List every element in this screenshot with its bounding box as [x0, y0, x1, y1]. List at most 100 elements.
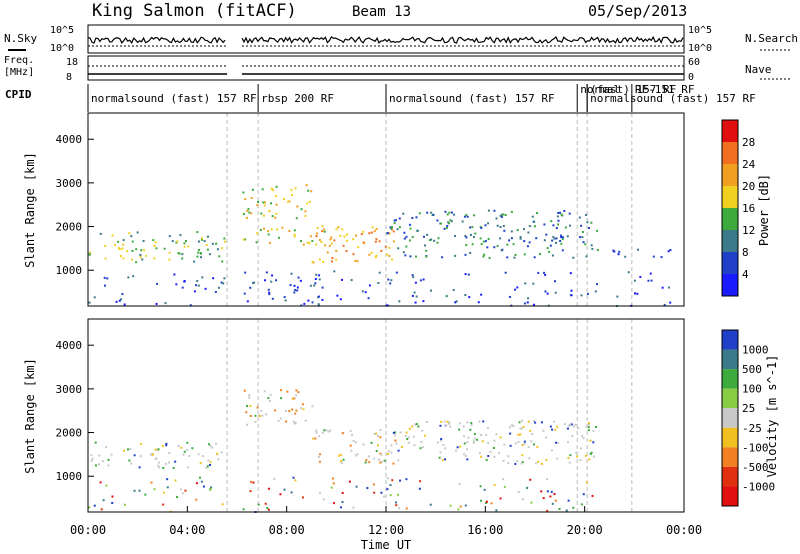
scatter-point [293, 397, 296, 400]
scatter-point [668, 286, 671, 289]
scatter-point [394, 431, 397, 434]
scatter-point [471, 243, 474, 246]
scatter-point [352, 439, 355, 442]
scatter-point [279, 417, 282, 420]
scatter-point [286, 390, 289, 393]
scatter-point [122, 239, 125, 242]
scatter-point [186, 441, 189, 444]
scatter-point [328, 244, 331, 247]
freq-left-top-tick: 18 [66, 57, 78, 68]
scatter-point [284, 299, 287, 302]
scatter-point [172, 467, 175, 470]
scatter-point [139, 256, 142, 259]
scatter-point [580, 224, 583, 227]
scatter-point [263, 227, 266, 230]
scatter-point [439, 424, 442, 427]
scatter-point [367, 297, 370, 300]
scatter-point [415, 216, 418, 219]
scatter-point [649, 272, 652, 275]
scatter-point [150, 481, 153, 484]
scatter-point [392, 240, 395, 243]
scatter-point [337, 226, 340, 229]
scatter-point [291, 397, 294, 400]
scatter-point [582, 241, 585, 244]
scatter-point [563, 423, 566, 426]
scatter-point [584, 454, 587, 457]
scatter-point [264, 279, 267, 282]
scatter-point [223, 237, 226, 240]
scatter-point [531, 433, 534, 436]
scatter-point [464, 504, 467, 507]
scatter-point [211, 242, 214, 245]
scatter-point [480, 227, 483, 230]
scatter-point [444, 447, 447, 450]
scatter-point [465, 213, 468, 216]
scatter-point [94, 441, 97, 444]
scatter-point [466, 458, 469, 461]
velocity-colorbar-tick: 500 [742, 363, 762, 376]
scatter-point [158, 466, 161, 469]
scatter-point [198, 476, 201, 479]
time-tick-label: 20:00 [567, 523, 603, 537]
scatter-point [570, 294, 573, 297]
velocity-colorbar-frame [721, 329, 739, 507]
scatter-point [245, 411, 248, 414]
scatter-point [276, 228, 279, 231]
scatter-point [332, 482, 335, 485]
scatter-point [390, 225, 393, 228]
scatter-point [440, 420, 443, 423]
scatter-point [454, 449, 457, 452]
scatter-point [436, 441, 439, 444]
scatter-point [183, 450, 186, 453]
scatter-point [111, 501, 114, 504]
scatter-point [405, 507, 408, 510]
scatter-point [261, 188, 264, 191]
scatter-point [377, 458, 380, 461]
scatter-point [196, 279, 199, 282]
scatter-point [302, 243, 305, 246]
scatter-point [352, 238, 355, 241]
scatter-point [352, 506, 355, 509]
scatter-point [449, 425, 452, 428]
scatter-point [499, 226, 502, 229]
scatter-point [449, 219, 452, 222]
scatter-point [339, 506, 342, 509]
scatter-point [633, 292, 636, 295]
power-range-axis: 1000 2000 3000 4000 [56, 133, 94, 277]
scatter-point [380, 491, 383, 494]
scatter-point [591, 247, 594, 250]
scatter-point [304, 214, 307, 217]
scatter-point [299, 407, 302, 410]
scatter-point [200, 480, 203, 483]
scatter-point [556, 457, 559, 460]
scatter-point [161, 445, 164, 448]
velocity-colorbar-tick: 25 [742, 402, 755, 415]
scatter-point [546, 247, 549, 250]
scatter-point [197, 248, 200, 251]
scatter-point [566, 441, 569, 444]
scatter-point [270, 280, 273, 283]
scatter-point [572, 256, 575, 259]
scatter-point [138, 489, 141, 492]
scatter-point [405, 431, 408, 434]
scatter-point [663, 304, 666, 307]
scatter-point [248, 394, 251, 397]
scatter-point [324, 244, 327, 247]
scatter-point [425, 255, 428, 258]
scatter-point [293, 229, 296, 232]
scatter-point [492, 446, 495, 449]
scatter-point [364, 291, 367, 294]
scatter-point [519, 433, 522, 436]
scatter-point [567, 499, 570, 502]
scatter-point [392, 462, 395, 465]
scatter-point [341, 491, 344, 494]
scatter-point [155, 247, 158, 250]
scatter-point [346, 233, 349, 236]
scatter-point [118, 299, 121, 302]
scatter-point [487, 222, 490, 225]
scatter-point [335, 228, 338, 231]
scatter-point [99, 481, 102, 484]
scatter-point [279, 493, 282, 496]
scatter-point [128, 232, 131, 235]
time-tick-label: 08:00 [269, 523, 305, 537]
